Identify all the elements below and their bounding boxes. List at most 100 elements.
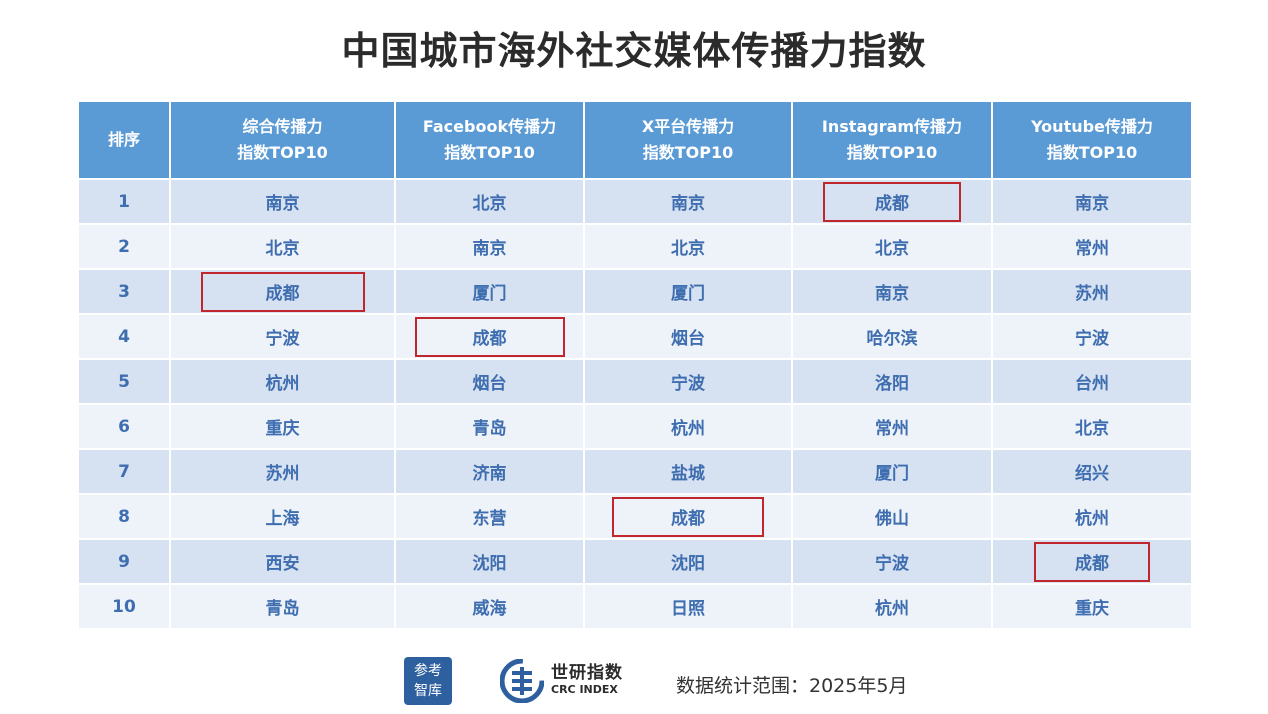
column-header: Facebook传播力 指数TOP10 [394,100,585,180]
rank-cell: 10 [77,583,171,630]
rank-number: 2 [118,236,130,257]
city-cell: 洛阳 [791,358,993,405]
city-cell: 日照 [583,583,793,630]
column-header-line: 指数TOP10 [642,143,734,162]
rank-number: 6 [118,416,130,437]
city-cell: 成都 [394,313,585,360]
rank-cell: 1 [77,178,171,225]
rank-number: 3 [118,281,130,302]
city-cell: 盐城 [583,448,793,495]
city-name: 北京 [1075,419,1109,439]
city-name: 哈尔滨 [866,329,918,349]
table-row: 1 南京 北京 南京 成都 南京 [77,178,1193,225]
page-title: 中国城市海外社交媒体传播力指数 [341,29,927,73]
city-name: 烟台 [671,329,705,349]
city-cell: 苏州 [991,268,1193,315]
city-name: 成都 [265,284,300,304]
rank-number: 10 [112,596,136,617]
city-cell: 烟台 [394,358,585,405]
city-cell: 厦门 [791,448,993,495]
city-cell: 宁波 [791,538,993,585]
city-name: 杭州 [671,419,705,439]
city-name: 宁波 [875,554,909,574]
city-name: 成都 [472,329,507,349]
table-row: 3 成都 厦门 厦门 南京 苏州 [77,268,1193,315]
city-name: 成都 [875,194,909,214]
city-name: 北京 [671,239,705,259]
city-cell: 济南 [394,448,585,495]
table-row: 8 上海 东营 成都 佛山 杭州 [77,493,1193,540]
city-name: 重庆 [265,419,300,439]
rank-number: 4 [118,326,130,347]
city-cell: 绍兴 [991,448,1193,495]
statistics-range: 数据统计范围：2025年5月 [676,675,908,697]
city-cell: 宁波 [169,313,396,360]
city-name: 南京 [472,239,507,259]
city-name: 常州 [1075,239,1109,259]
city-cell: 西安 [169,538,396,585]
city-name: 厦门 [875,464,909,484]
rank-number: 8 [118,506,130,527]
column-header-line: Facebook传播力 [422,117,557,136]
city-cell: 重庆 [991,583,1193,630]
rank-cell: 6 [77,403,171,450]
logo2-cn: 世研指数 [551,663,623,683]
city-cell: 杭州 [169,358,396,405]
table-row: 6 重庆 青岛 杭州 常州 北京 [77,403,1193,450]
city-cell: 重庆 [169,403,396,450]
city-name: 厦门 [472,284,507,304]
rank-cell: 2 [77,223,171,270]
table-row: 2 北京 南京 北京 北京 常州 [77,223,1193,270]
table-row: 9 西安 沈阳 沈阳 宁波 成都 [77,538,1193,585]
city-cell: 成都 [991,538,1193,585]
city-name: 北京 [875,239,909,259]
city-name: 宁波 [1075,329,1109,349]
city-name: 杭州 [875,599,909,619]
column-header: Instagram传播力 指数TOP10 [791,100,993,180]
city-cell: 东营 [394,493,585,540]
city-cell: 台州 [991,358,1193,405]
city-cell: 宁波 [991,313,1193,360]
city-cell: 常州 [991,223,1193,270]
city-name: 南京 [671,194,705,214]
crc-index-logo-icon [500,659,544,703]
ranking-table: 排序 综合传播力 指数TOP10 Facebook传播力 指数TOP10 X平台传播力 指数… [77,100,1193,630]
rank-cell: 3 [77,268,171,315]
city-name: 盐城 [671,464,705,484]
logo1-line-1: 参考 [414,663,442,679]
column-header-line: Youtube传播力 [1031,117,1153,136]
city-cell: 南京 [991,178,1193,225]
city-cell: 佛山 [791,493,993,540]
city-name: 上海 [265,509,300,529]
city-name: 南京 [875,284,909,304]
city-cell: 成都 [583,493,793,540]
city-name: 台州 [1075,374,1109,394]
city-cell: 上海 [169,493,396,540]
rank-number: 7 [118,461,130,482]
rank-number: 5 [118,371,130,392]
table-row: 7 苏州 济南 盐城 厦门 绍兴 [77,448,1193,495]
city-name: 洛阳 [875,374,909,394]
city-cell: 宁波 [583,358,793,405]
city-cell: 南京 [169,178,396,225]
column-header-line: 指数TOP10 [444,143,535,162]
city-name: 烟台 [472,374,507,394]
footer: 参考 智库 世研指数 CRC INDEX 数据统计范围：2025年5月 [0,657,1268,709]
rank-cell: 8 [77,493,171,540]
column-header: 综合传播力 指数TOP10 [169,100,396,180]
rank-cell: 7 [77,448,171,495]
rank-cell: 9 [77,538,171,585]
city-cell: 杭州 [791,583,993,630]
city-name: 重庆 [1075,599,1109,619]
city-name: 西安 [265,554,300,574]
cankao-zhiku-logo: 参考 智库 [404,657,452,705]
city-cell: 常州 [791,403,993,450]
table-header-row: 排序 综合传播力 指数TOP10 Facebook传播力 指数TOP10 X平台传播力 指数… [77,100,1193,180]
city-cell: 厦门 [583,268,793,315]
logo1-line-2: 智库 [414,683,442,699]
city-name: 杭州 [265,374,300,394]
city-name: 南京 [265,194,300,214]
column-header: 排序 [77,100,171,180]
city-cell: 成都 [791,178,993,225]
city-cell: 苏州 [169,448,396,495]
